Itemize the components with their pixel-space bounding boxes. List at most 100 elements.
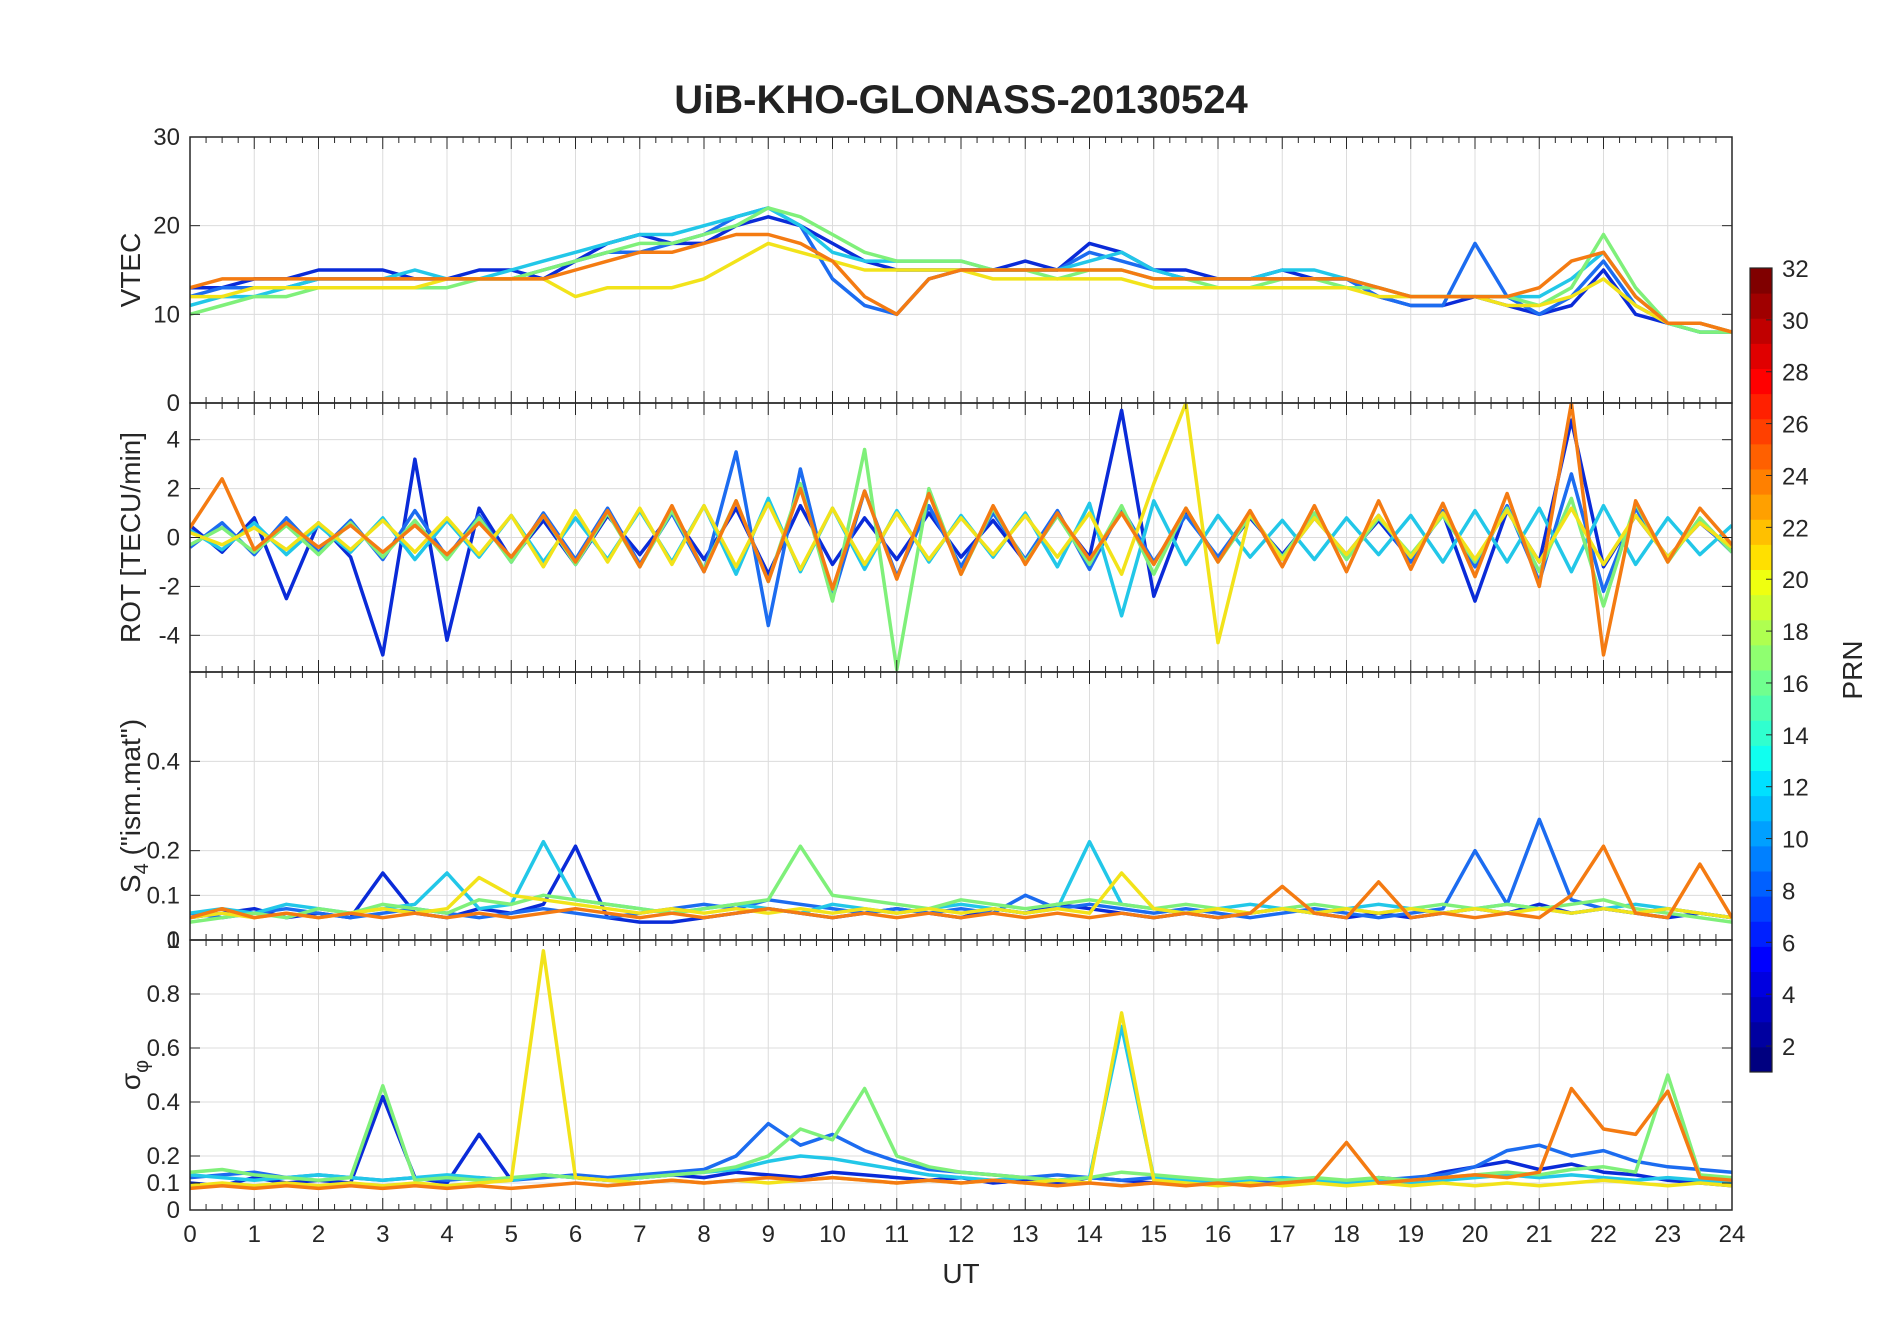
y-tick-label: -4: [159, 622, 180, 649]
colorbar-segment: [1750, 695, 1772, 721]
x-tick-label: 4: [440, 1221, 453, 1248]
y-tick-label: 0.6: [147, 1035, 180, 1062]
colorbar-segment: [1750, 921, 1772, 947]
x-tick-label: 18: [1333, 1221, 1360, 1248]
x-tick-label: 19: [1397, 1221, 1424, 1248]
x-tick-label: 1: [248, 1221, 261, 1248]
colorbar-segment: [1750, 393, 1772, 420]
series-line-5: [190, 871, 1732, 920]
colorbar-tick-label: 32: [1782, 256, 1809, 283]
panel-2: -4 -2 0 2 4 ROT [TECU/min]: [115, 402, 1733, 673]
colorbar-segment: [1750, 494, 1772, 520]
colorbar-segment: [1750, 443, 1772, 470]
y-tick-label: 0.4: [147, 748, 180, 775]
colorbar-tick-label: 8: [1782, 878, 1795, 905]
x-tick-label: 9: [762, 1221, 775, 1248]
colorbar-segment: [1750, 318, 1772, 344]
y-tick-label: 1: [167, 927, 180, 954]
colorbar-segment: [1750, 946, 1772, 972]
x-tick-label: 24: [1719, 1221, 1746, 1248]
series-line-1: [190, 408, 1732, 657]
panel-1: 0 10 20 30 VTEC: [115, 124, 1733, 417]
panel-3: 0 0.1 0.2 0.4S4 ("ism.mat"): [115, 671, 1733, 954]
colorbar-segment: [1750, 720, 1772, 746]
y-tick-label: 0.1: [147, 882, 180, 909]
series-group: [190, 949, 1732, 1191]
colorbar-tick-label: 20: [1782, 567, 1809, 594]
colorbar-tick-label: 10: [1782, 827, 1809, 854]
colorbar-tick-label: 14: [1782, 723, 1809, 750]
x-tick-label: 2: [312, 1221, 325, 1248]
x-tick-label: 13: [1012, 1221, 1039, 1248]
x-tick-label: 23: [1654, 1221, 1681, 1248]
colorbar-segment: [1750, 418, 1772, 445]
y-tick-label: 0.4: [147, 1089, 180, 1116]
colorbar-tick-label: 24: [1782, 463, 1809, 490]
y-axis-label: σφ: [115, 1060, 153, 1090]
series-group: [190, 403, 1732, 672]
x-tick-label: 8: [697, 1221, 710, 1248]
colorbar-segment: [1750, 644, 1772, 671]
x-tick-label: 17: [1269, 1221, 1296, 1248]
series-line-6: [190, 232, 1732, 334]
colorbar-segment: [1750, 871, 1772, 897]
x-tick-label: 10: [819, 1221, 846, 1248]
y-tick-label: 0: [167, 927, 180, 954]
series-line-3: [190, 1024, 1732, 1185]
x-tick-label: 6: [569, 1221, 582, 1248]
colorbar-segment: [1750, 845, 1772, 872]
series-line-6: [190, 844, 1732, 920]
colorbar-tick-label: 4: [1782, 982, 1795, 1009]
series-group: [190, 817, 1732, 924]
y-tick-label: 2: [167, 476, 180, 503]
y-tick-label: -2: [159, 573, 180, 600]
colorbar-tick-label: 30: [1782, 308, 1809, 335]
y-tick-label: 4: [167, 427, 180, 454]
x-tick-label: 12: [948, 1221, 975, 1248]
y-tick-label: 20: [153, 213, 180, 240]
colorbar-segment: [1750, 745, 1772, 771]
colorbar-tick-label: 2: [1782, 1034, 1795, 1061]
colorbar-segment: [1750, 971, 1772, 998]
y-tick-label: 0: [167, 1197, 180, 1224]
x-tick-label: 11: [884, 1221, 909, 1248]
x-tick-label: 5: [505, 1221, 518, 1248]
colorbar-segment: [1750, 469, 1772, 495]
y-tick-label: 10: [153, 301, 180, 328]
x-tick-label: 21: [1526, 1221, 1553, 1248]
colorbar-label: PRN: [1837, 640, 1868, 699]
x-tick-label: 20: [1462, 1221, 1489, 1248]
colorbar-segment: [1750, 770, 1772, 797]
colorbar-segment: [1750, 544, 1772, 570]
colorbar-segment: [1750, 519, 1772, 545]
y-axis-label: S4 ("ism.mat"): [115, 719, 153, 893]
colorbar-tick-label: 18: [1782, 619, 1809, 646]
colorbar-segment: [1750, 820, 1772, 847]
series-line-5: [190, 403, 1732, 645]
x-axis-label: UT: [942, 1258, 979, 1289]
colorbar-segment: [1750, 896, 1772, 922]
colorbar-tick-label: 28: [1782, 360, 1809, 387]
series-line-6: [190, 403, 1732, 657]
colorbar-segment: [1750, 795, 1772, 822]
y-tick-label: 0: [167, 390, 180, 417]
colorbar-segment: [1750, 569, 1772, 596]
x-tick-label: 0: [183, 1221, 196, 1248]
colorbar-segment: [1750, 1021, 1772, 1048]
x-tick-label: 16: [1205, 1221, 1232, 1248]
y-tick-label: 0.1: [147, 1170, 180, 1197]
colorbar-segment: [1750, 293, 1772, 319]
x-tick-label: 14: [1076, 1221, 1103, 1248]
series-group: [190, 206, 1732, 334]
x-tick-label: 15: [1140, 1221, 1167, 1248]
colorbar-tick-label: 16: [1782, 671, 1809, 698]
colorbar-segment: [1750, 268, 1772, 294]
colorbar-segment: [1750, 619, 1772, 646]
y-tick-label: 0: [167, 525, 180, 552]
chart-title: UiB-KHO-GLONASS-20130524: [674, 78, 1248, 122]
y-tick-label: 30: [153, 124, 180, 151]
colorbar-tick-label: 6: [1782, 930, 1795, 957]
